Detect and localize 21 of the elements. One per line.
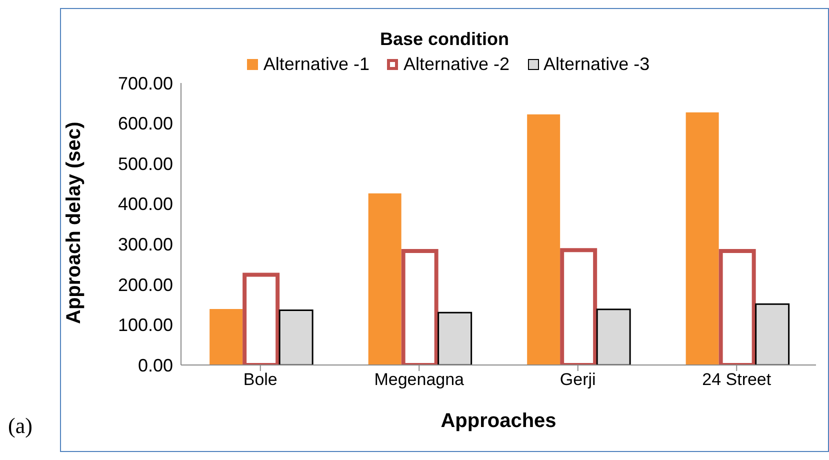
legend-label: Alternative -1: [262, 54, 370, 75]
y-tick-label: 100.00: [118, 315, 173, 336]
y-tick-label: 600.00: [118, 114, 173, 134]
x-tick-label: 24 Street: [702, 370, 772, 390]
y-tick-label: 400.00: [118, 194, 173, 214]
y-tick-label: 700.00: [118, 73, 173, 94]
legend-label: Alternative -3: [542, 54, 650, 75]
text: (a): [8, 413, 32, 439]
y-tick-label: 500.00: [118, 154, 173, 174]
bar: [527, 114, 560, 365]
bar: [686, 112, 719, 365]
chart-title: Base condition: [378, 29, 510, 50]
legend-label: Alternative -2: [402, 54, 510, 75]
y-axis-title: Approach delay (sec): [63, 122, 86, 324]
x-tick-label: Bole: [243, 370, 278, 390]
y-tick-label: 0.00: [138, 355, 173, 376]
x-tick-label: Gerji: [560, 370, 596, 390]
x-axis-title: Approaches: [440, 410, 556, 432]
y-tick-label: 300.00: [118, 234, 173, 255]
x-tick-label: Megenagna: [374, 370, 465, 390]
y-tick-label: 200.00: [118, 274, 173, 295]
